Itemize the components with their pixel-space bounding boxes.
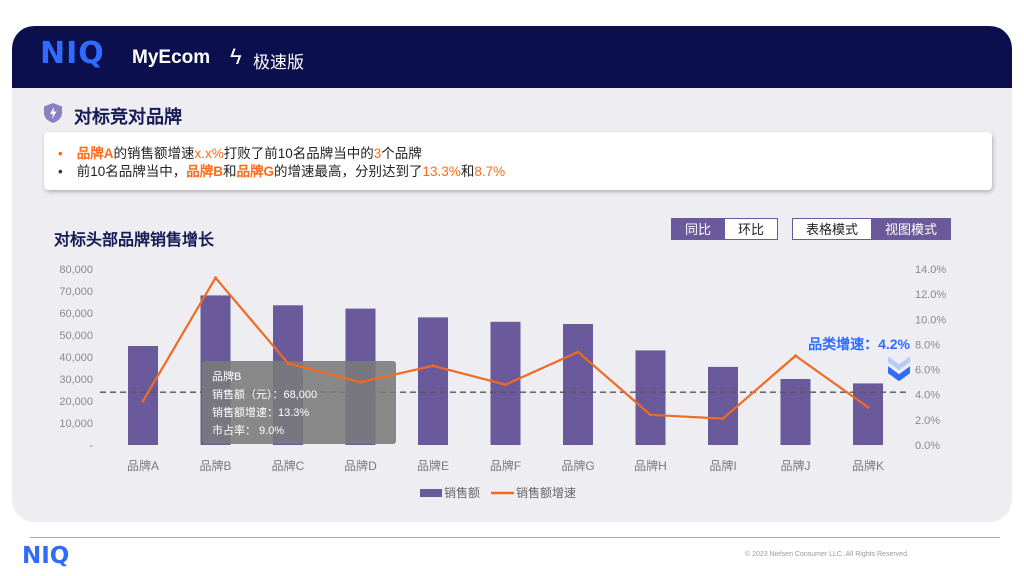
view-mode-button[interactable]: 视图模式	[871, 218, 951, 240]
insight-text: 的销售额增速	[113, 146, 195, 161]
y-left-tick-label: 20,000	[59, 396, 93, 408]
bar	[563, 324, 593, 445]
y-right-tick-label: 2.0%	[915, 415, 940, 427]
tooltip-text: 市占率： 9.0%	[212, 423, 284, 437]
y-left-tick-label: 80,000	[59, 264, 93, 276]
y-left-tick-label: 40,000	[59, 352, 93, 364]
tooltip-text: 销售额增速：13.3%	[212, 405, 309, 419]
insight-text: 和	[223, 164, 237, 179]
x-tick-label: 品牌C	[272, 459, 305, 473]
value-highlight: 13.3%	[422, 164, 461, 179]
insight-line-1: • 品牌A的销售额增速x.x%打败了前10名品牌当中的3个品牌	[58, 142, 422, 162]
legend-bar-swatch	[420, 489, 442, 497]
tooltip-text: 品牌B	[212, 369, 241, 383]
tooltip-box	[202, 361, 396, 444]
x-tick-label: 品牌D	[344, 459, 377, 473]
chevron-down-icon	[888, 356, 910, 371]
bar	[128, 346, 158, 445]
insight-line-2: • 前10名品牌当中，品牌B和品牌G的增速最高，分别达到了13.3%和8.7%	[58, 160, 505, 180]
app-name: MyEcom	[132, 47, 211, 68]
y-right-tick-label: 8.0%	[915, 339, 940, 351]
chevron-down-icon	[888, 366, 910, 382]
x-tick-label: 品牌F	[490, 459, 521, 473]
brand-highlight: 品牌G	[236, 164, 275, 179]
y-left-tick-label: 50,000	[59, 330, 93, 342]
y-right-tick-label: 14.0%	[915, 264, 946, 276]
y-right-tick-label: 0.0%	[915, 440, 940, 452]
insight-text: 和	[460, 164, 475, 179]
x-tick-label: 品牌B	[199, 459, 231, 473]
shield-icon	[44, 103, 62, 123]
bullet: •	[58, 146, 63, 161]
insight-text: 的增速最高，分别达到了	[274, 164, 423, 179]
y-right-tick-label: 10.0%	[915, 314, 946, 326]
top-bar: NIQ MyEcom ϟ 极速版	[12, 26, 1012, 88]
bar	[853, 383, 883, 445]
bar	[708, 366, 738, 445]
x-tick-label: 品牌E	[417, 459, 449, 473]
y-left-tick-label: 70,000	[59, 286, 93, 298]
reference-line-label: 品类增速：4.2%	[808, 336, 910, 352]
insight-box: • 品牌A的销售额增速x.x%打败了前10名品牌当中的3个品牌 • 前10名品牌当中…	[44, 132, 992, 190]
growth-point	[214, 276, 217, 280]
y-left-tick-label: 10,000	[59, 418, 93, 430]
insight-text: 前10名品牌当中，	[76, 164, 187, 179]
y-left-tick-label: 30,000	[59, 374, 93, 386]
insight-text: 个品牌	[381, 146, 422, 161]
x-tick-label: 品牌A	[127, 459, 159, 473]
insight-text: 打败了前10名品牌当中的	[223, 146, 374, 161]
x-tick-label: 品牌J	[780, 459, 810, 473]
growth-point	[141, 399, 145, 403]
bullet: •	[58, 164, 63, 179]
bar	[635, 350, 666, 445]
value-highlight: 8.7%	[474, 164, 506, 179]
table-mode-button[interactable]: 表格模式	[792, 218, 872, 240]
edition-label: 极速版	[253, 53, 304, 72]
x-tick-label: 品牌G	[561, 459, 594, 473]
brand-highlight: 品牌A	[76, 146, 114, 161]
y-right-tick-label: 12.0%	[915, 289, 946, 301]
x-tick-label: 品牌K	[852, 459, 884, 473]
footer-divider	[30, 537, 1000, 538]
y-right-tick-label: 6.0%	[915, 365, 940, 377]
brand-highlight: 品牌B	[186, 164, 224, 179]
growth-point	[359, 380, 362, 384]
copyright-text: © 2023 Nielsen Consumer LLC. All Rights …	[745, 551, 909, 558]
growth-point	[286, 361, 290, 365]
value-highlight: x.x%	[194, 146, 224, 161]
growth-point	[794, 354, 797, 358]
growth-point	[504, 383, 507, 387]
growth-point	[866, 405, 870, 409]
niq-logo[interactable]: NIQ	[40, 36, 105, 71]
toggle-mom-button[interactable]: 环比	[724, 218, 778, 240]
x-tick-label: 品牌H	[634, 459, 667, 473]
bar	[780, 379, 811, 445]
growth-point	[721, 417, 725, 421]
y-right-tick-label: 4.0%	[915, 390, 940, 402]
count-highlight: 3	[373, 146, 382, 161]
section-title: 对标竞对品牌	[74, 107, 182, 127]
y-left-tick-label: 60,000	[59, 308, 93, 320]
growth-point	[576, 350, 580, 354]
tooltip-text: 销售额（元）：68,000	[212, 387, 317, 401]
legend-bar-label: 销售额	[444, 485, 480, 500]
growth-point	[649, 413, 652, 417]
bolt-icon: ϟ	[230, 44, 242, 69]
footer-niq-logo: NIQ	[22, 543, 70, 569]
y-left-tick-label: -	[89, 440, 93, 452]
legend-line-label: 销售额增速	[516, 485, 576, 500]
chart-title: 对标头部品牌销售增长	[54, 232, 215, 249]
x-tick-label: 品牌I	[709, 459, 736, 473]
growth-point	[431, 364, 435, 368]
bar	[418, 317, 448, 445]
